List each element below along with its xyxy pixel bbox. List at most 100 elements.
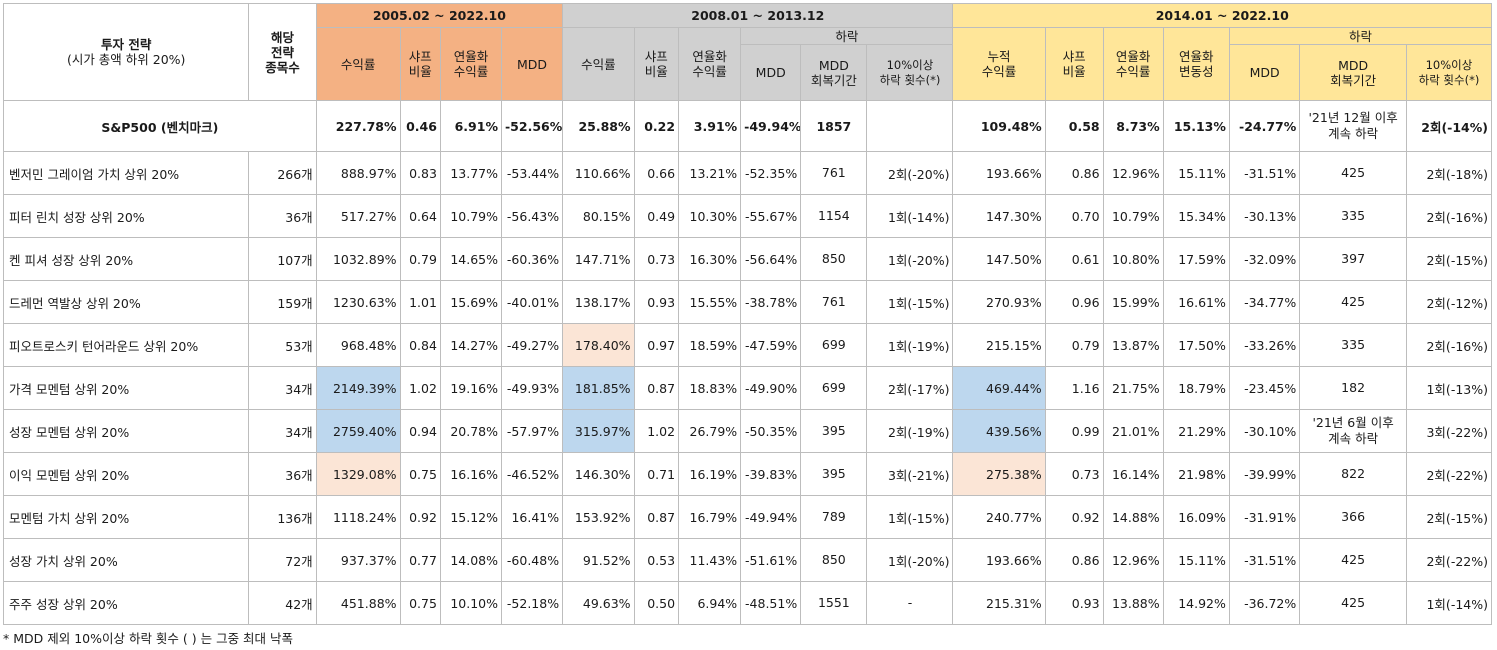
p2-return-header: 수익률 xyxy=(562,27,635,101)
p3-annual: 13.88% xyxy=(1102,581,1164,625)
p1-annual: 16.16% xyxy=(439,452,502,496)
p3-return: 193.66% xyxy=(952,538,1046,582)
strategy-name: 켄 피셔 성장 상위 20% xyxy=(2,237,250,281)
stock-count: 34개 xyxy=(248,409,317,453)
p1-mdd: -49.27% xyxy=(500,323,564,367)
strategy-name: 성장 가치 상위 20% xyxy=(2,538,250,582)
p1-annual: 13.77% xyxy=(439,151,502,195)
stock-count-header-line3: 종목수 xyxy=(265,59,300,75)
table-row: 모멘텀 가치 상위 20% 136개 1118.24% 0.92 15.12% 16.41… xyxy=(2,495,1493,539)
p2-sharpe: 0.87 xyxy=(633,495,680,539)
p3-mdd: -33.26% xyxy=(1228,323,1301,367)
p3-drop-count: 2회(-15%) xyxy=(1405,495,1493,539)
p2-annual: 16.19% xyxy=(678,452,742,496)
p3-drop-count: 2회(-18%) xyxy=(1405,151,1493,195)
p3-return: 240.77% xyxy=(952,495,1046,539)
p2-mdd-recovery: 395 xyxy=(800,452,868,496)
p3-volatility: 21.98% xyxy=(1162,452,1230,496)
table-row: 성장 가치 상위 20% 72개 937.37% 0.77 14.08% -60.48% 9… xyxy=(2,538,1493,582)
p3-mdd: -30.10% xyxy=(1228,409,1301,453)
p3-drop-count: 2회(-16%) xyxy=(1405,194,1493,238)
p2-mdd: -38.78% xyxy=(740,280,802,324)
p1-mdd: 16.41% xyxy=(500,495,564,539)
p2-mdd-recovery: 850 xyxy=(800,538,868,582)
p3-mdd: -32.09% xyxy=(1228,237,1301,281)
p3-mdd-header: MDD xyxy=(1228,44,1301,101)
p3-return: 439.56% xyxy=(952,409,1046,453)
p1-mdd: -40.01% xyxy=(500,280,564,324)
p1-return: 1118.24% xyxy=(315,495,401,539)
p3-volatility: 15.11% xyxy=(1162,151,1230,195)
benchmark-p2-sharpe: 0.22 xyxy=(633,100,680,152)
stock-count-header-line2: 전략 xyxy=(271,44,295,60)
p3-volatility: 16.61% xyxy=(1162,280,1230,324)
p3-mdd-recovery: 397 xyxy=(1299,237,1407,281)
benchmark-p3-return: 109.48% xyxy=(952,100,1046,152)
p1-return-header: 수익률 xyxy=(315,27,401,101)
p1-mdd: -49.93% xyxy=(500,366,564,410)
p2-drop-count: 3회(-21%) xyxy=(866,452,954,496)
p2-annual: 18.83% xyxy=(678,366,742,410)
benchmark-p3-annual: 8.73% xyxy=(1102,100,1164,152)
p1-mdd: -52.18% xyxy=(500,581,564,625)
p2-annual: 18.59% xyxy=(678,323,742,367)
p2-return: 80.15% xyxy=(562,194,635,238)
p2-mdd: -39.83% xyxy=(740,452,802,496)
p2-return: 146.30% xyxy=(562,452,635,496)
p1-mdd-header: MDD xyxy=(500,27,564,101)
p3-sharpe: 0.99 xyxy=(1044,409,1104,453)
p2-return: 147.71% xyxy=(562,237,635,281)
p1-annual: 10.10% xyxy=(439,581,502,625)
p2-drop-count: 1회(-20%) xyxy=(866,538,954,582)
stock-count: 36개 xyxy=(248,452,317,496)
p2-mdd: -55.67% xyxy=(740,194,802,238)
p3-volatility: 17.50% xyxy=(1162,323,1230,367)
p1-mdd: -46.52% xyxy=(500,452,564,496)
p3-drop-count-header: 10%이상 하락 횟수(*) xyxy=(1405,44,1493,101)
p3-drop-count: 2회(-22%) xyxy=(1405,538,1493,582)
p2-drop-count: 1회(-19%) xyxy=(866,323,954,367)
p1-mdd: -56.43% xyxy=(500,194,564,238)
p3-sharpe: 0.86 xyxy=(1044,151,1104,195)
p3-drop-count: 3회(-22%) xyxy=(1405,409,1493,453)
benchmark-p3-sharpe: 0.58 xyxy=(1044,100,1104,152)
p3-annual: 10.79% xyxy=(1102,194,1164,238)
p3-sharpe: 0.96 xyxy=(1044,280,1104,324)
p2-annual: 10.30% xyxy=(678,194,742,238)
cell-line: 계속 하락 xyxy=(1328,431,1379,446)
p2-mdd: -47.59% xyxy=(740,323,802,367)
p1-return: 2759.40% xyxy=(315,409,401,453)
benchmark-p3-mdd-recovery: '21년 12월 이후 계속 하락 xyxy=(1299,100,1407,152)
p2-return: 181.85% xyxy=(562,366,635,410)
period1-header: 2005.02 ~ 2022.10 xyxy=(315,3,564,28)
benchmark-p2-drop-count xyxy=(866,100,954,152)
p1-return: 1230.63% xyxy=(315,280,401,324)
p3-return: 469.44% xyxy=(952,366,1046,410)
p3-sharpe: 0.79 xyxy=(1044,323,1104,367)
p1-sharpe: 0.83 xyxy=(399,151,441,195)
p3-return: 270.93% xyxy=(952,280,1046,324)
p3-mdd: -36.72% xyxy=(1228,581,1301,625)
p2-mdd: -56.64% xyxy=(740,237,802,281)
p2-return: 315.97% xyxy=(562,409,635,453)
p2-drop-count: 2회(-20%) xyxy=(866,151,954,195)
p2-drop-count: 2회(-19%) xyxy=(866,409,954,453)
p3-volatility: 15.11% xyxy=(1162,538,1230,582)
strategy-name: 성장 모멘텀 상위 20% xyxy=(2,409,250,453)
table-row: 이익 모멘텀 상위 20% 36개 1329.08% 0.75 16.16% -46.52… xyxy=(2,452,1493,496)
p2-return: 153.92% xyxy=(562,495,635,539)
p2-mdd-recovery: 761 xyxy=(800,151,868,195)
p3-mdd-recovery: 335 xyxy=(1299,194,1407,238)
p3-volatility: 15.34% xyxy=(1162,194,1230,238)
strategy-name: 피오트로스키 턴어라운드 상위 20% xyxy=(2,323,250,367)
p2-annual: 6.94% xyxy=(678,581,742,625)
stock-count: 36개 xyxy=(248,194,317,238)
p3-annual: 12.96% xyxy=(1102,151,1164,195)
p3-drop-count: 2회(-15%) xyxy=(1405,237,1493,281)
period2-header: 2008.01 ~ 2013.12 xyxy=(562,3,954,28)
p3-mdd: -31.91% xyxy=(1228,495,1301,539)
p2-annual-header: 연율화 수익률 xyxy=(678,27,742,101)
strategy-name: 모멘텀 가치 상위 20% xyxy=(2,495,250,539)
p2-sharpe: 0.93 xyxy=(633,280,680,324)
stock-count: 72개 xyxy=(248,538,317,582)
